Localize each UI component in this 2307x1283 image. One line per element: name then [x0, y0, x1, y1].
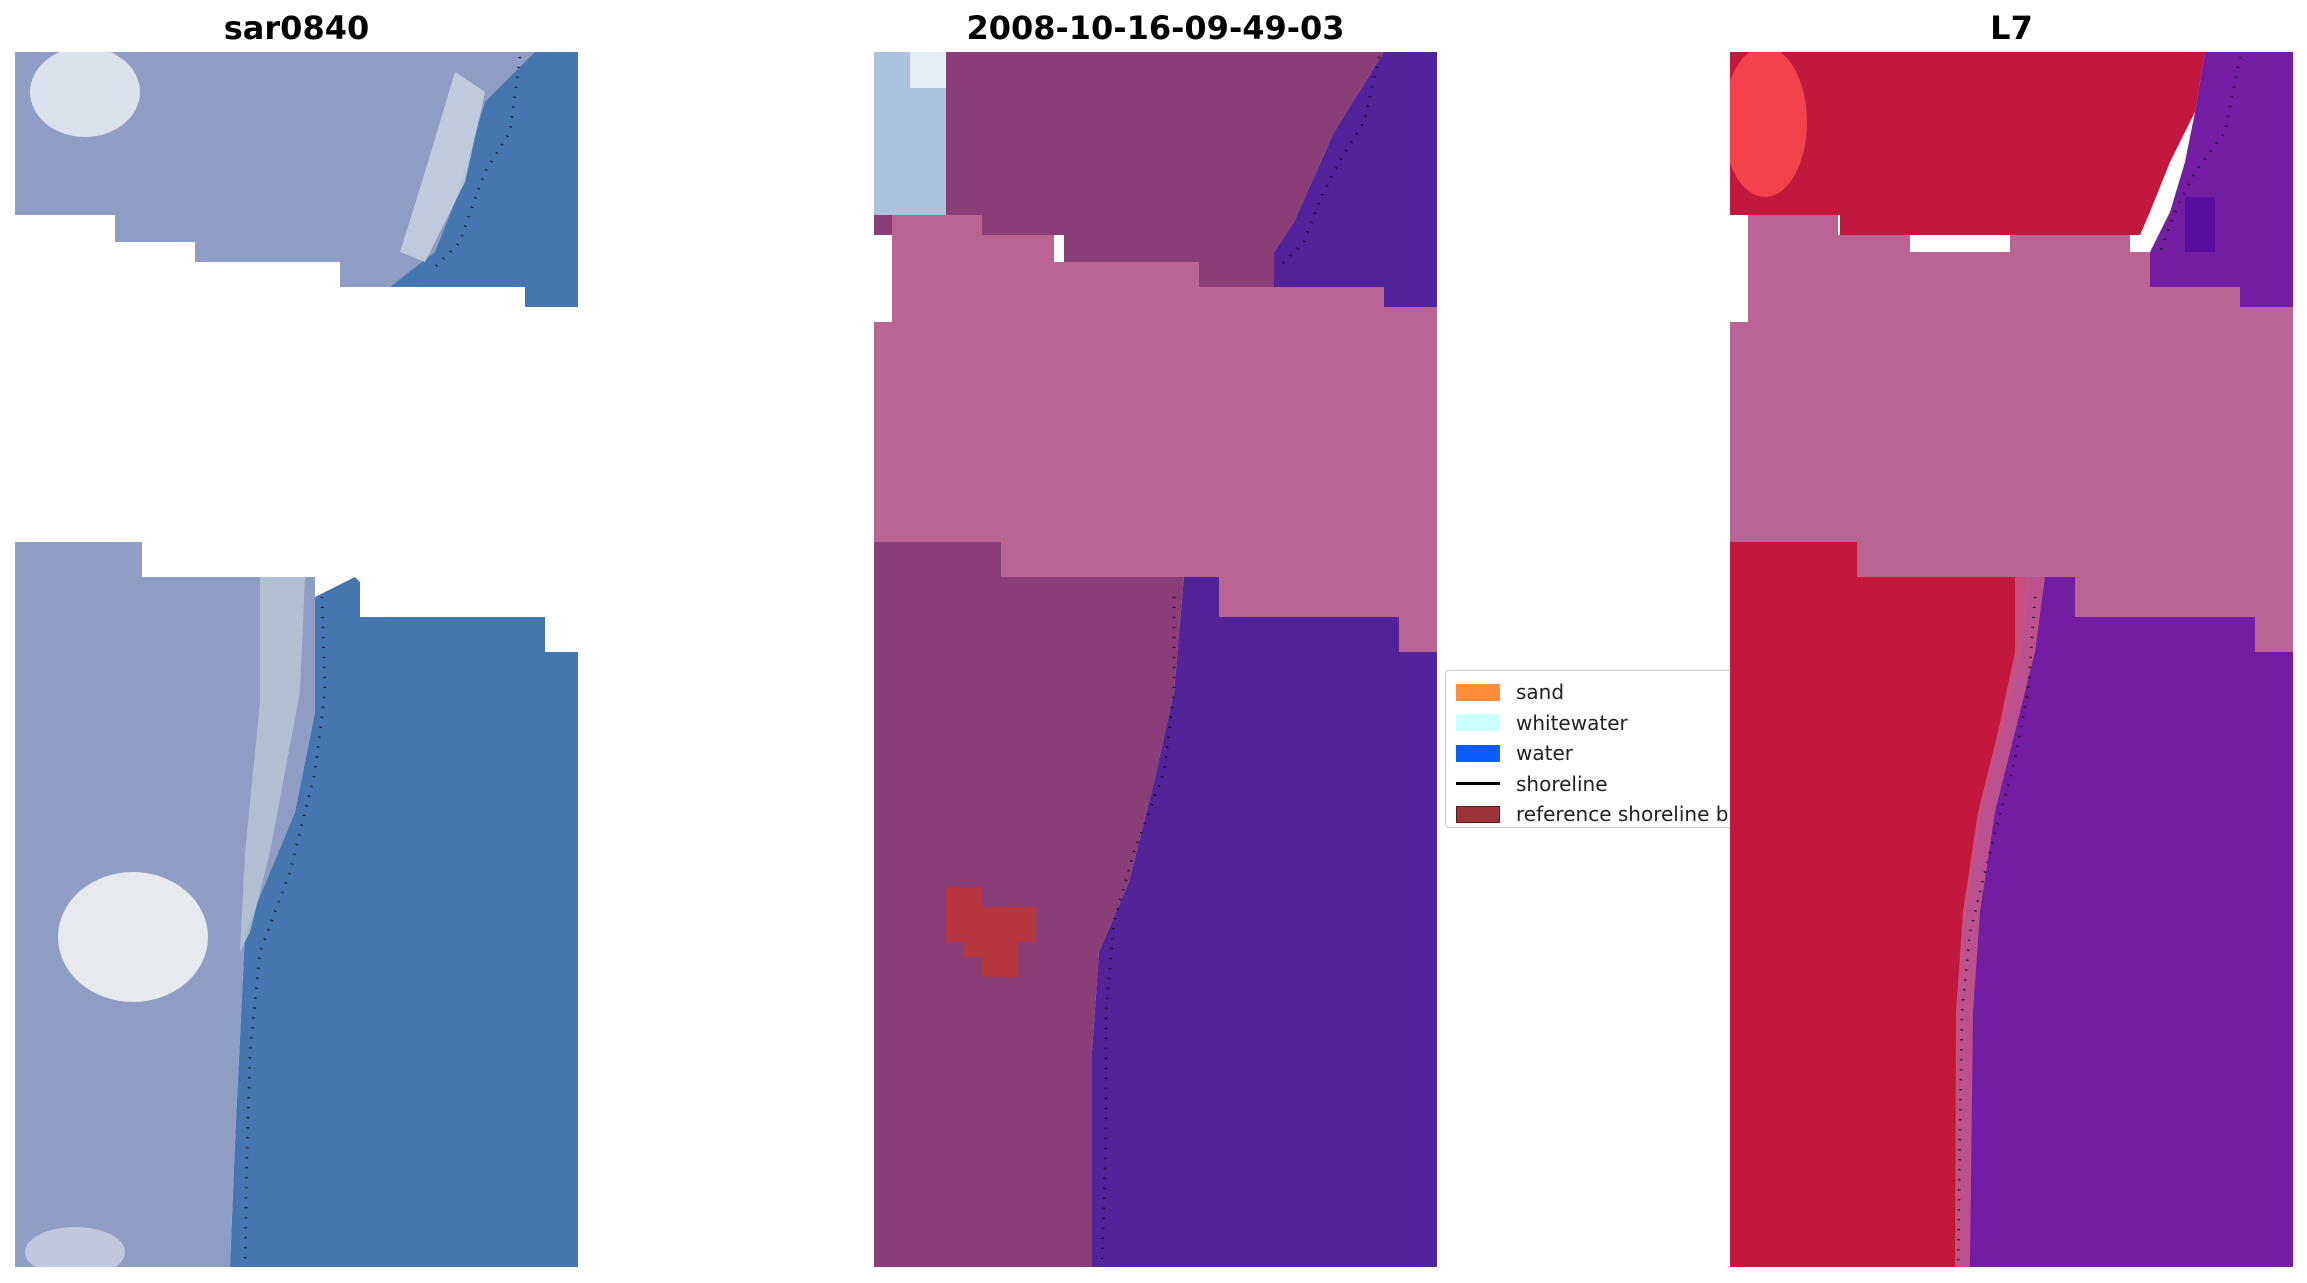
- legend-item-sand: sand: [1456, 677, 1739, 708]
- sar-bright-beach-bottom: [240, 577, 305, 952]
- water-swatch-icon: [1456, 744, 1500, 762]
- l7-image: [1730, 52, 2293, 1267]
- sand-swatch-icon: [1456, 683, 1500, 701]
- l7-beach-band: [1955, 577, 2045, 1267]
- legend-label: water: [1516, 741, 1573, 766]
- whitewater-swatch-icon: [1456, 714, 1500, 732]
- legend-item-whitewater: whitewater: [1456, 708, 1739, 739]
- panel-title-date: 2008-10-16-09-49-03: [966, 9, 1345, 47]
- legend-item-shoreline: shoreline: [1456, 769, 1739, 800]
- legend-label: whitewater: [1516, 710, 1628, 735]
- sar-image: [15, 52, 578, 1267]
- sar-bright-patch-bottom: [58, 872, 208, 1002]
- sar-water-area: [230, 52, 578, 1267]
- legend-label: shoreline: [1516, 771, 1608, 796]
- class-water-bottom: [1092, 577, 1437, 1267]
- class-land-bottom: [874, 542, 1184, 1267]
- sar-image-panel: [15, 52, 578, 1267]
- classification-panel: [874, 52, 1437, 1267]
- legend-item-reference: reference shoreline b: [1456, 799, 1739, 827]
- class-reference-blob: [946, 887, 1036, 977]
- reference-swatch-icon: [1456, 805, 1500, 823]
- sar-bright-patch-top: [30, 52, 140, 137]
- sar-bright-patch-lower: [25, 1227, 125, 1267]
- shoreline-line-icon: [1456, 782, 1500, 786]
- class-land-top: [874, 52, 1384, 287]
- l7-shoreline: [1956, 56, 2242, 1267]
- legend: sand whitewater water shoreline referenc…: [1445, 670, 1750, 828]
- class-cloud-mask: [874, 215, 1437, 652]
- l7-land-bottom: [1730, 542, 2030, 1267]
- class-water-top: [1274, 52, 1437, 307]
- legend-item-water: water: [1456, 738, 1739, 769]
- l7-panel: [1730, 52, 2293, 1267]
- panel-title-l7: L7: [1990, 9, 2033, 47]
- legend-label: sand: [1516, 680, 1565, 705]
- sar-land-top: [15, 52, 535, 287]
- class-bright-corner-inner: [910, 52, 946, 88]
- l7-water-dark-patch: [2185, 197, 2215, 252]
- classification-image: [874, 52, 1437, 1267]
- legend-label: reference shoreline b: [1516, 802, 1729, 827]
- l7-land-top: [1730, 52, 2205, 252]
- l7-bright-red-corner: [1730, 52, 1807, 197]
- sar-bright-beach-top: [400, 72, 485, 262]
- l7-water-bottom: [1958, 577, 2293, 1267]
- l7-cloud-mask: [1730, 215, 2293, 652]
- panel-title-sar: sar0840: [223, 9, 370, 47]
